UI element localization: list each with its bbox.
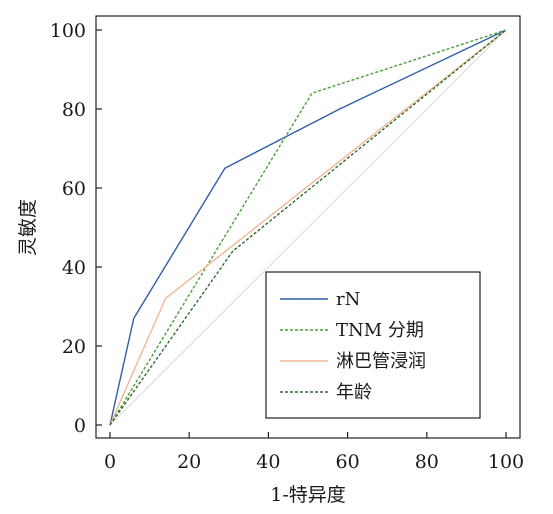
x-tick-label: 80: [415, 451, 439, 473]
ticks-layer: 0 20 40 60 80 100 0 20 40 60 80 100: [50, 20, 524, 473]
plot-frame: [95, 15, 521, 439]
x-tick-label: 60: [336, 451, 360, 473]
legend-label-2: TNM 分期: [336, 320, 424, 341]
y-tick-label: 0: [74, 415, 86, 437]
x-tick-label: 20: [177, 451, 201, 473]
reference-layer: [109, 29, 507, 426]
legend-box: [265, 271, 481, 419]
series-line-4: [109, 29, 507, 426]
y-tick-label: 40: [62, 257, 86, 279]
series-line-1: [109, 29, 507, 426]
legend-label-4: 年龄: [336, 382, 372, 403]
axes-layer: [95, 15, 521, 439]
series-line-3: [109, 29, 507, 426]
series-layer: [109, 29, 507, 426]
legend-label-1: rN: [336, 289, 360, 310]
reference-diagonal-line: [109, 29, 507, 426]
x-axis-title: 1-特异度: [270, 484, 346, 506]
y-tick-label: 100: [50, 20, 86, 42]
x-tick-label: 0: [104, 451, 116, 473]
y-tick-label: 80: [62, 99, 86, 121]
y-axis-title: 灵敏度: [17, 199, 39, 256]
y-tick-label: 20: [62, 336, 86, 358]
x-tick-label: 40: [256, 451, 280, 473]
x-tick-label: 100: [488, 451, 524, 473]
y-tick-label: 60: [62, 178, 86, 200]
legend-label-3: 淋巴管浸润: [336, 351, 426, 372]
